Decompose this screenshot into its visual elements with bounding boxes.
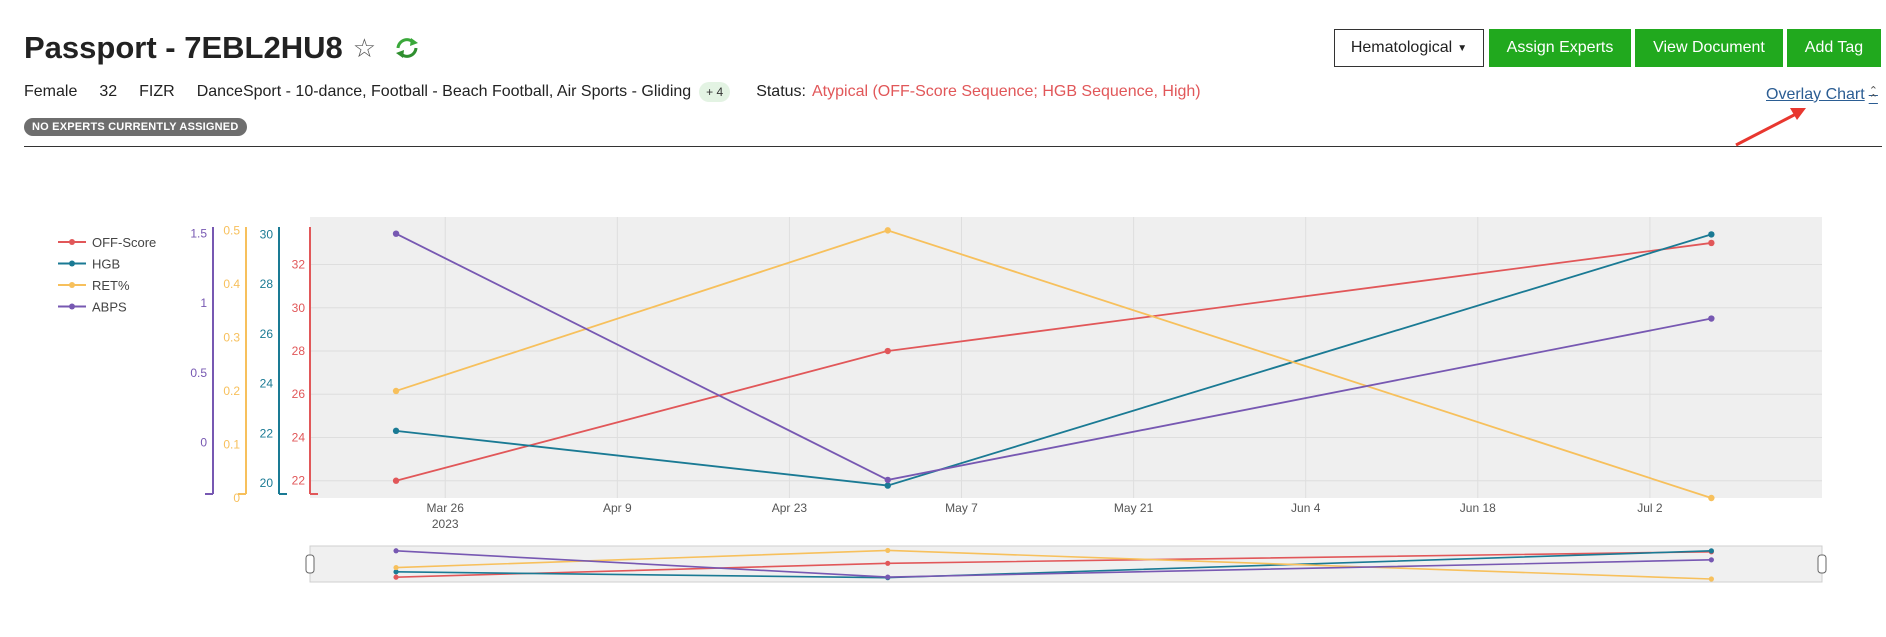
y-tick-label: 1	[200, 296, 207, 310]
range-data-point	[885, 547, 891, 554]
range-data-point	[885, 560, 891, 566]
data-point[interactable]	[884, 476, 891, 484]
assign-experts-button[interactable]: Assign Experts	[1489, 29, 1631, 67]
x-tick-label: Jul 2	[1637, 501, 1663, 515]
more-sports-badge[interactable]: + 4	[699, 82, 731, 102]
x-tick-label: Apr 9	[603, 501, 632, 515]
data-point[interactable]	[1708, 239, 1715, 247]
data-point[interactable]	[1708, 494, 1715, 502]
hematological-dropdown[interactable]: Hematological ▼	[1334, 29, 1484, 67]
chevron-up-icon[interactable]: ⌃ ⌃	[1868, 85, 1878, 105]
y-tick-label: 0.2	[223, 384, 240, 398]
data-point[interactable]	[884, 227, 891, 234]
data-point[interactable]	[884, 482, 891, 489]
y-tick-label: 32	[292, 258, 306, 272]
legend-marker	[69, 282, 75, 288]
x-tick-label: Mar 26	[427, 501, 465, 515]
overlay-chart-link[interactable]: Overlay Chart ⌃ ⌃	[1766, 85, 1878, 105]
y-tick-label: 0.4	[223, 277, 240, 291]
plot-area	[310, 217, 1822, 498]
data-point[interactable]	[884, 347, 891, 355]
y-tick-label: 30	[260, 227, 274, 241]
legend-label[interactable]: HGB	[92, 257, 120, 272]
legend-label[interactable]: RET%	[92, 278, 130, 293]
add-tag-button[interactable]: Add Tag	[1787, 29, 1881, 67]
data-point[interactable]	[392, 477, 400, 484]
annotation-arrow-head	[1790, 108, 1806, 120]
header-divider	[24, 146, 1882, 147]
legend-marker	[69, 303, 75, 310]
caret-down-icon: ▼	[1457, 42, 1468, 54]
range-handle-right[interactable]	[1817, 554, 1827, 574]
data-point[interactable]	[1708, 231, 1715, 238]
y-tick-label: 0.5	[223, 223, 240, 237]
view-document-button[interactable]: View Document	[1635, 29, 1783, 67]
data-point[interactable]	[1708, 315, 1715, 322]
x-tick-label: May 7	[945, 501, 978, 515]
y-tick-label: 0	[233, 491, 240, 505]
range-slider[interactable]	[309, 545, 1823, 583]
range-data-point	[1708, 576, 1714, 582]
range-data-point	[885, 574, 891, 580]
legend-label[interactable]: OFF-Score	[92, 235, 156, 250]
y-tick-label: 30	[292, 301, 306, 315]
y-tick-label: 20	[260, 476, 274, 490]
range-data-point	[1708, 557, 1714, 563]
legend-marker	[69, 260, 75, 267]
y-tick-label: 24	[292, 430, 306, 444]
refresh-icon[interactable]	[394, 35, 420, 61]
range-data-point	[393, 564, 399, 571]
data-point[interactable]	[392, 230, 400, 237]
passport-title: Passport - 7EBL2HU8	[24, 30, 343, 65]
y-tick-label: 22	[260, 426, 274, 440]
y-tick-label: 26	[260, 327, 274, 341]
y-tick-label: 0.5	[190, 366, 207, 380]
y-tick-label: 0.3	[223, 330, 240, 344]
legend-marker	[69, 239, 75, 245]
gender: Female	[24, 83, 78, 100]
y-tick-label: 26	[292, 387, 306, 401]
annotation-arrow-line	[1735, 112, 1797, 147]
x-tick-label: May 21	[1114, 501, 1154, 515]
dropdown-label: Hematological	[1350, 39, 1453, 56]
y-tick-label: 0	[200, 435, 207, 449]
x-tick-label: Apr 23	[772, 501, 808, 515]
range-data-point	[393, 574, 399, 580]
range-data-point	[393, 548, 399, 554]
data-point[interactable]	[392, 427, 400, 435]
status-label: Status:	[756, 83, 806, 100]
legend-label[interactable]: ABPS	[92, 300, 127, 315]
range-handle-left[interactable]	[305, 554, 315, 574]
data-point[interactable]	[392, 387, 400, 395]
status-value: Atypical (OFF-Score Sequence; HGB Sequen…	[812, 83, 1201, 100]
y-tick-label: 28	[260, 277, 274, 291]
page-title: Passport - 7EBL2HU8 ☆	[24, 30, 420, 66]
athlete-meta: Female 32 FIZR DanceSport - 10-dance, Fo…	[24, 82, 1201, 102]
y-tick-label: 1.5	[190, 227, 207, 241]
x-tick-label: Jun 4	[1291, 501, 1321, 515]
range-data-point	[393, 569, 399, 575]
no-experts-badge: NO EXPERTS CURRENTLY ASSIGNED	[24, 118, 247, 136]
range-data-point	[1708, 548, 1714, 554]
x-tick-label: Jun 18	[1460, 501, 1496, 515]
y-tick-label: 0.1	[223, 437, 240, 451]
y-tick-label: 22	[292, 474, 306, 488]
federation: FIZR	[139, 83, 175, 100]
y-tick-label: 24	[260, 377, 274, 391]
x-year-label: 2023	[432, 517, 459, 531]
overlay-chart-label: Overlay Chart	[1766, 86, 1865, 103]
sports-list: DanceSport - 10-dance, Football - Beach …	[196, 83, 692, 100]
y-tick-label: 28	[292, 344, 306, 358]
age: 32	[99, 83, 118, 100]
star-icon[interactable]: ☆	[352, 33, 377, 63]
